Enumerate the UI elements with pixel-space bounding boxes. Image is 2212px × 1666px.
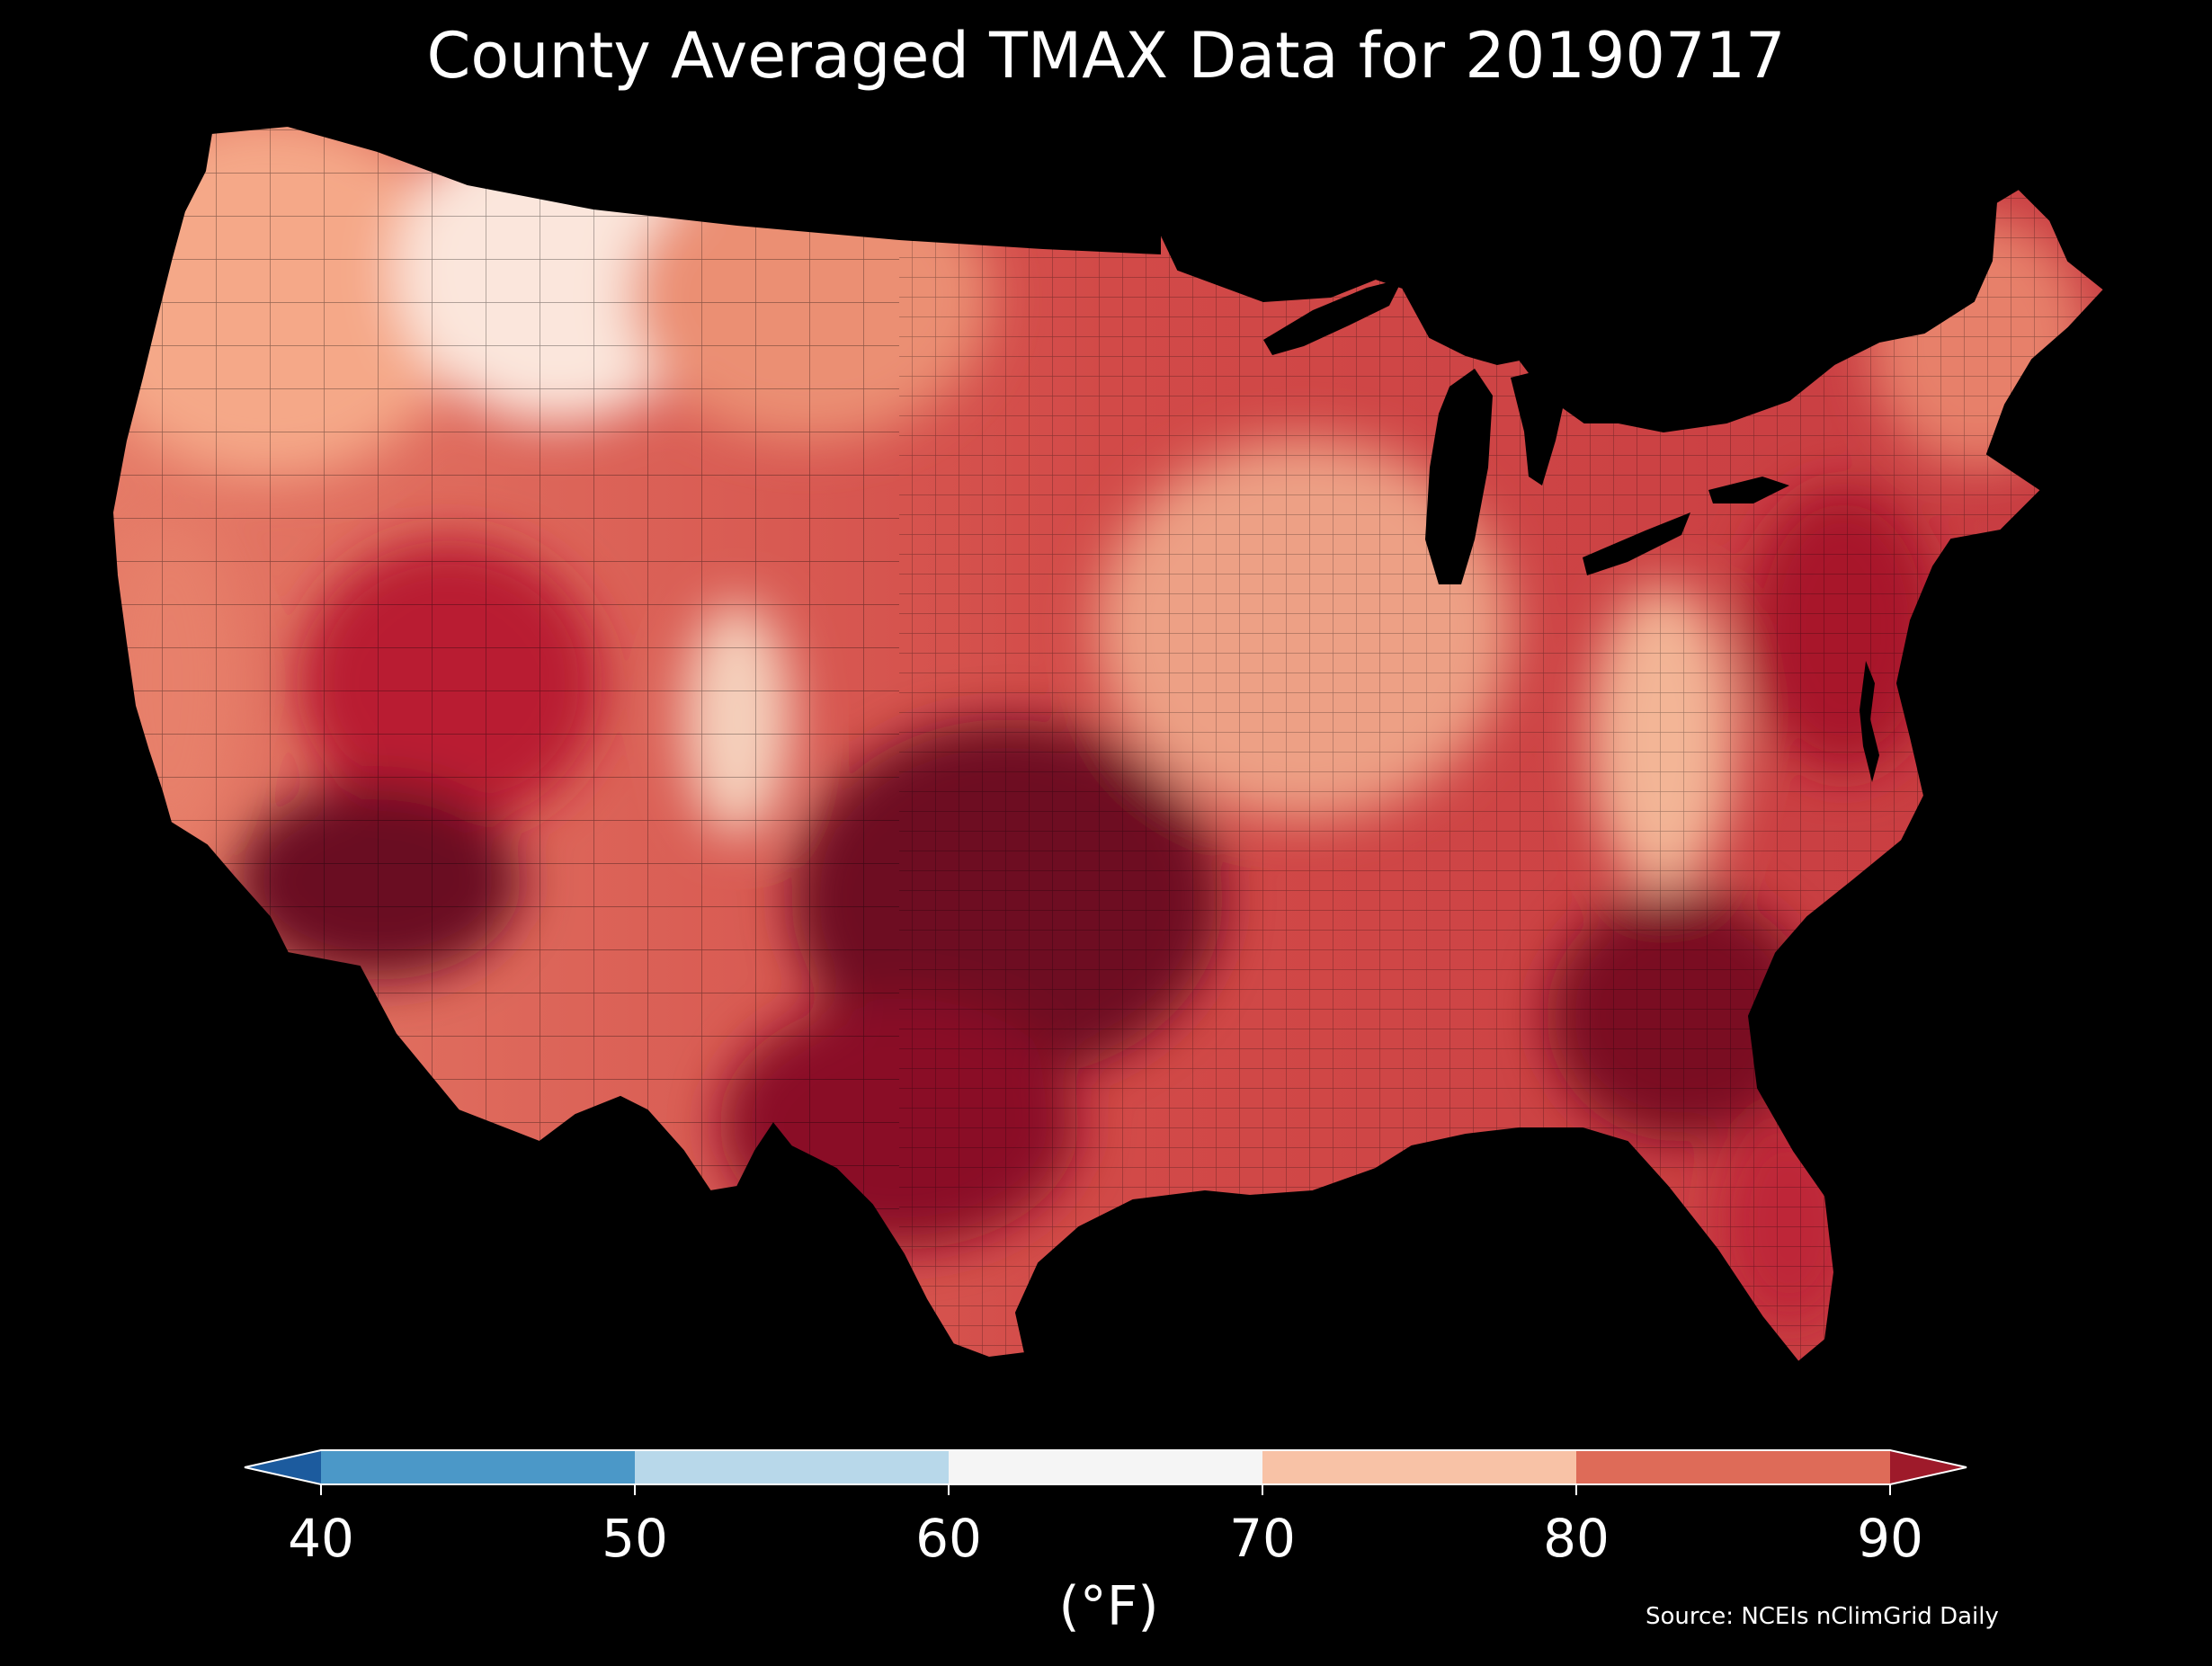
- colorbar-bin-80-90: [1576, 1450, 1890, 1484]
- lake-superior: [1263, 279, 1403, 355]
- colorbar-bin-60-70: [949, 1450, 1262, 1484]
- map-title: County Averaged TMAX Data for 20190717: [426, 19, 1786, 93]
- chesapeake-bay: [1860, 661, 1879, 782]
- colorbar-tick-label: 90: [1857, 1508, 1923, 1569]
- colorbar-tick-label: 80: [1543, 1508, 1610, 1569]
- colorbar-tick-label: 70: [1229, 1508, 1296, 1569]
- colorbar-over-arrow: [1890, 1450, 1967, 1484]
- source-note: Source: NCEIs nClimGrid Daily: [1646, 1603, 1999, 1630]
- colorbar-bin-70-80: [1262, 1450, 1576, 1484]
- lake-erie: [1583, 512, 1690, 575]
- great-lakes: [1263, 279, 1789, 584]
- colorbar-tick-label: 50: [602, 1508, 668, 1569]
- colorbar-bin-40-50: [321, 1450, 635, 1484]
- colorbar-tick-label: 60: [915, 1508, 982, 1569]
- colorbar-tick-label: 40: [288, 1508, 354, 1569]
- lake-huron: [1511, 369, 1565, 486]
- colorbar-bin-50-60: [635, 1450, 949, 1484]
- colorbar-under-arrow: [245, 1450, 321, 1484]
- lake-michigan: [1425, 369, 1493, 584]
- lake-ontario: [1708, 477, 1789, 503]
- colorbar-label: (°F): [1058, 1575, 1159, 1638]
